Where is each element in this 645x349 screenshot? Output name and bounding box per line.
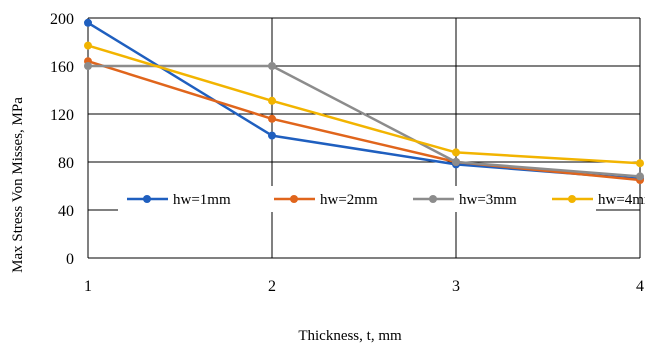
legend-label-hw=1mm: hw=1mm xyxy=(173,192,231,208)
data-point-hw=3mm-1 xyxy=(84,62,92,70)
x-tick-label-3: 4 xyxy=(636,278,644,295)
y-tick-labels: 0 40 80 120 160 200 xyxy=(50,11,74,268)
y-tick-label-5: 200 xyxy=(50,11,74,28)
x-tick-labels: 1 2 3 4 xyxy=(84,278,644,295)
legend-marker-hw=2mm xyxy=(290,195,298,203)
data-point-hw=3mm-2 xyxy=(268,62,276,70)
x-tick-label-2: 3 xyxy=(452,278,460,295)
x-axis-title: Thickness, t, mm xyxy=(298,328,402,344)
data-point-hw=1mm-1 xyxy=(84,18,92,27)
legend-label-hw=2mm: hw=2mm xyxy=(320,192,378,208)
y-tick-label-3: 120 xyxy=(50,107,74,124)
series-line-hw=4mm xyxy=(87,44,641,165)
y-tick-label-1: 40 xyxy=(58,203,74,220)
x-tick-label-0: 1 xyxy=(84,278,92,295)
data-point-hw=3mm-4 xyxy=(636,172,644,181)
data-point-hw=4mm-2 xyxy=(268,96,276,105)
y-tick-label-4: 160 xyxy=(50,59,74,76)
series-line-hw=3mm xyxy=(88,64,641,178)
grid-lines xyxy=(87,17,641,259)
y-axis-title: Max Stress Von Misses, MPa xyxy=(10,97,26,273)
y-tick-label-2: 80 xyxy=(58,155,74,172)
legend-marker-hw=4mm xyxy=(568,195,576,203)
legend-label-hw=4mm: hw=4mm xyxy=(598,192,645,208)
legend-marker-hw=3mm xyxy=(429,195,437,203)
data-point-hw=2mm-2 xyxy=(268,114,276,123)
data-point-hw=4mm-3 xyxy=(452,148,460,157)
legend-marker-hw=1mm xyxy=(143,195,151,203)
legend-label-hw=3mm: hw=3mm xyxy=(459,192,517,208)
legend-background xyxy=(118,186,596,212)
series-lines xyxy=(84,18,644,184)
data-point-hw=3mm-3 xyxy=(452,158,460,166)
x-tick-label-1: 2 xyxy=(268,278,276,295)
series-line-hw=2mm xyxy=(87,60,641,182)
data-point-hw=4mm-4 xyxy=(636,159,644,168)
data-point-hw=4mm-1 xyxy=(84,41,92,50)
series-line-hw=1mm xyxy=(87,21,641,181)
data-point-hw=1mm-2 xyxy=(268,131,276,140)
legend: hw=1mm hw=2mm hw=3mm hw=4mm xyxy=(118,186,645,212)
y-tick-label-0: 0 xyxy=(66,251,74,268)
